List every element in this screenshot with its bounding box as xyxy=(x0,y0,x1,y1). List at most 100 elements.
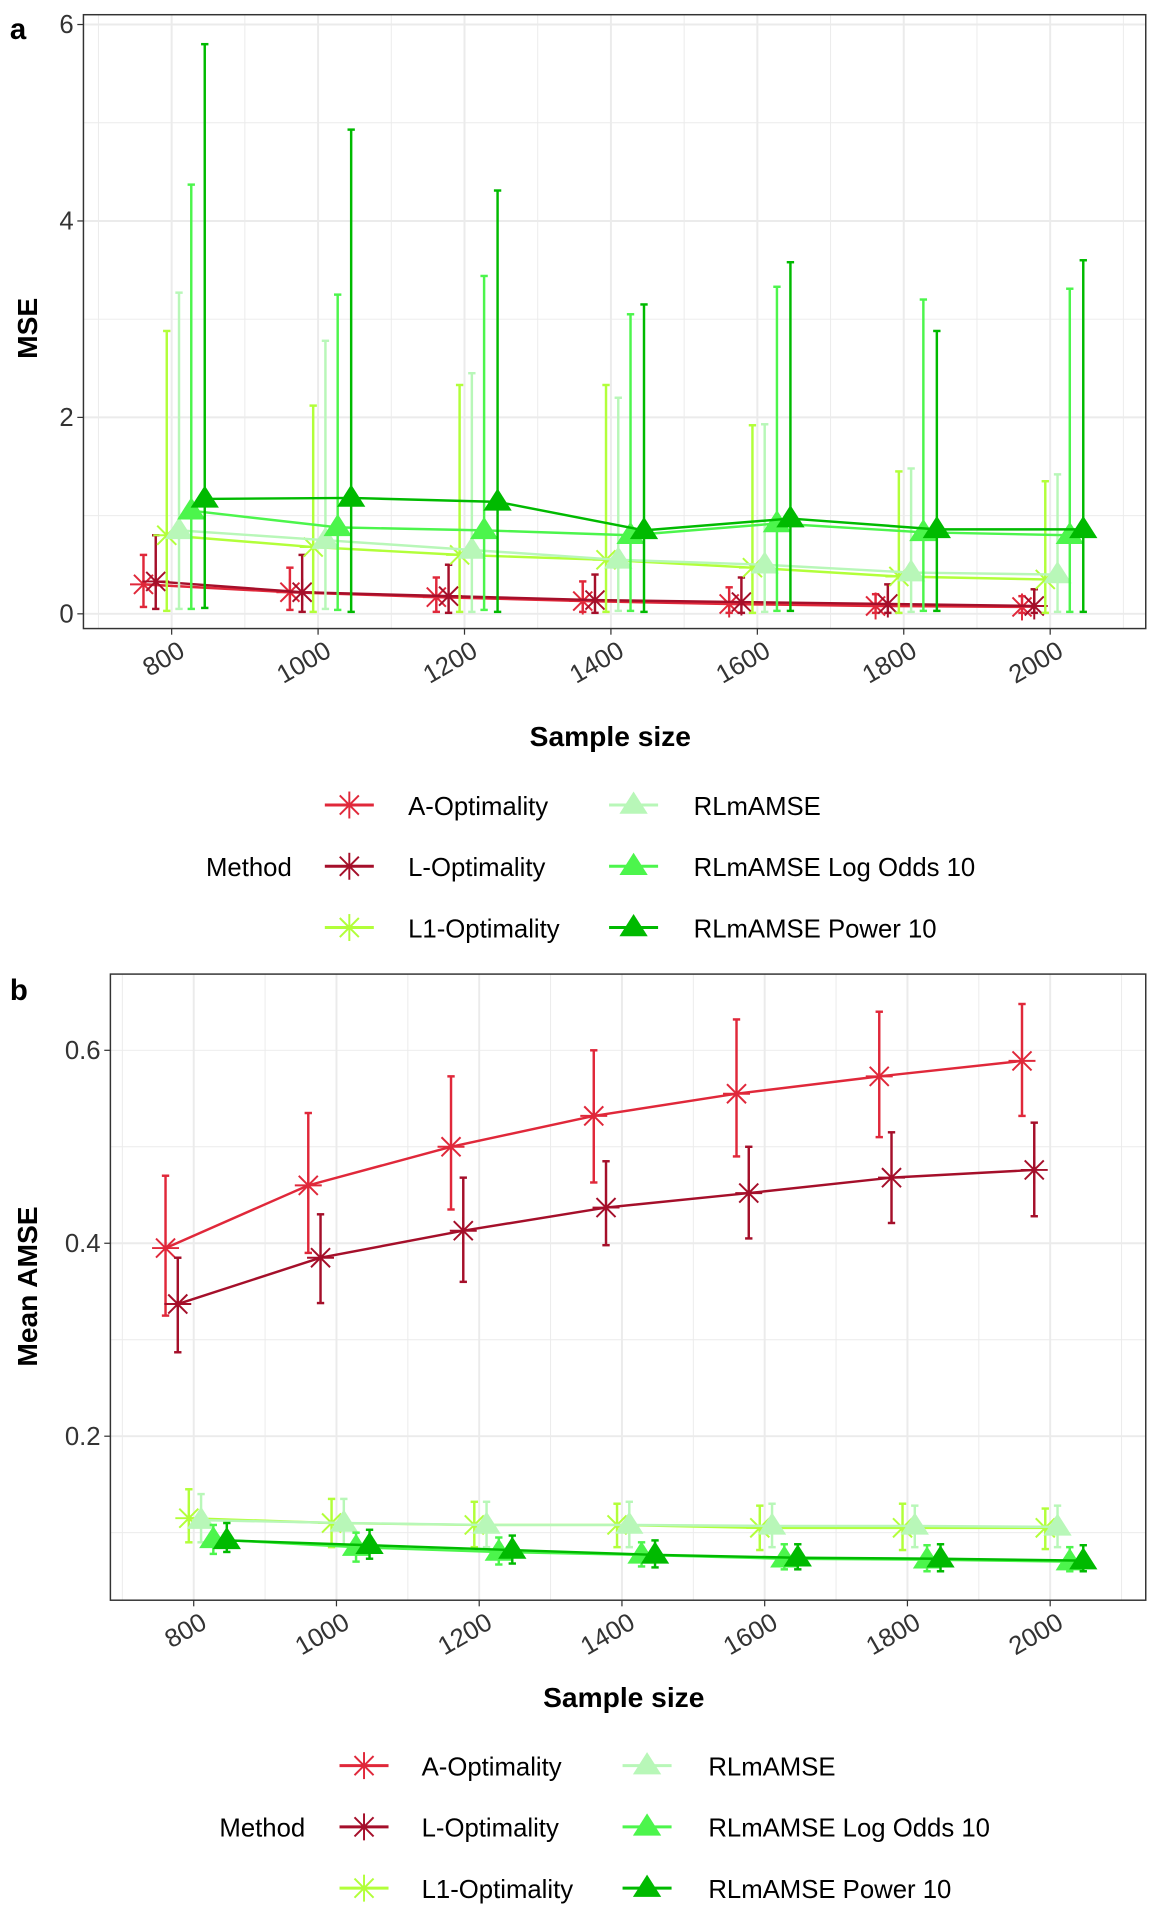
legend-asterisk-icon xyxy=(350,1752,378,1780)
data-point-triangle xyxy=(1055,521,1084,545)
asterisk-ray xyxy=(178,1507,200,1529)
error-bar xyxy=(334,293,342,612)
data-point-asterisk xyxy=(307,1244,335,1272)
data-point-triangle xyxy=(750,551,779,574)
series-rlmamse xyxy=(164,291,1072,614)
legend-item: L-Optimality xyxy=(324,852,545,882)
asterisk-ray xyxy=(291,582,313,603)
panel-label-a: a xyxy=(10,13,27,46)
y-tick-label: 2 xyxy=(59,404,73,432)
x-tick-label: 2000 xyxy=(1004,636,1068,689)
panel-label-b: b xyxy=(10,974,28,1007)
asterisk-ray xyxy=(440,1136,462,1158)
x-tick-label: 800 xyxy=(138,636,189,682)
error-bar xyxy=(455,383,464,614)
error-bar xyxy=(1041,480,1049,615)
data-point-asterisk xyxy=(294,1171,322,1199)
data-point-asterisk xyxy=(1020,1156,1048,1184)
panel-a-chart: 0 2 4 6 800 1000 1200 1400 1600 1800 2000 xyxy=(59,11,1147,689)
asterisk-ray xyxy=(353,1755,375,1776)
data-point-triangle xyxy=(900,1512,929,1535)
asterisk-ray xyxy=(869,1066,890,1087)
y-tick-label: 0.6 xyxy=(65,1037,101,1065)
data-point-asterisk xyxy=(715,590,743,618)
data-point-asterisk xyxy=(1008,1047,1036,1075)
x-axis-title-b: Sample size xyxy=(543,1681,704,1713)
data-point-asterisk xyxy=(874,590,902,618)
error-bar xyxy=(748,424,757,615)
error-bar xyxy=(761,423,769,614)
data-point-triangle xyxy=(212,1526,241,1550)
asterisk-ray xyxy=(738,1182,759,1204)
legend-triangle-icon xyxy=(632,1752,662,1775)
legend-asterisk-icon xyxy=(350,1874,378,1902)
x-axis-title-a: Sample size xyxy=(530,720,691,752)
legend-triangle-icon xyxy=(619,852,648,876)
legend-asterisk-icon xyxy=(335,791,363,819)
data-point-asterisk xyxy=(152,1234,180,1262)
legend-label: RLmAMSE Log Odds 10 xyxy=(694,854,976,882)
data-point-triangle xyxy=(604,546,633,569)
legend-asterisk-icon xyxy=(335,852,363,880)
series-l1-optimality xyxy=(175,1488,1059,1552)
asterisk-ray xyxy=(145,571,166,592)
series-rlmamse-log-odds-10 xyxy=(177,183,1084,614)
legend-item: RLmAMSE Log Odds 10 xyxy=(622,1813,990,1843)
data-point-triangle xyxy=(757,1512,787,1535)
data-point-asterisk xyxy=(735,1179,763,1207)
legend-triangle-icon xyxy=(619,791,648,814)
data-point-asterisk xyxy=(580,1102,608,1130)
series-rlmamse-power-10 xyxy=(190,42,1098,614)
legend-triangle-icon xyxy=(632,1874,662,1897)
asterisk-ray xyxy=(1011,1050,1033,1072)
series-a-optimality xyxy=(152,1002,1036,1317)
error-bar xyxy=(895,470,903,615)
data-point-triangle xyxy=(615,1511,644,1534)
error-bar xyxy=(201,42,209,610)
data-point-triangle xyxy=(922,515,951,539)
asterisk-ray xyxy=(133,574,154,595)
legend-b: Method A-Optimality L-Optimality L1-Optimal… xyxy=(219,1752,990,1904)
legend-label: RLmAMSE Log Odds 10 xyxy=(708,1815,990,1843)
data-point-triangle xyxy=(337,484,366,507)
data-point-triangle xyxy=(498,1536,527,1559)
x-tick-label: 2000 xyxy=(1004,1608,1068,1661)
asterisk-ray xyxy=(155,1237,176,1259)
error-bar xyxy=(933,329,941,613)
legend-item: A-Optimality xyxy=(339,1752,562,1781)
legend-item: L-Optimality xyxy=(339,1813,559,1843)
error-bar xyxy=(919,298,928,613)
asterisk-ray xyxy=(726,1083,747,1104)
error-bar xyxy=(1066,287,1074,614)
data-point-asterisk xyxy=(449,1217,477,1245)
legend-item: L1-Optimality xyxy=(339,1874,573,1904)
error-bar xyxy=(602,383,610,614)
asterisk-ray xyxy=(1024,595,1045,617)
x-tick-label: 1000 xyxy=(291,1608,355,1661)
asterisk-ray xyxy=(353,1877,375,1899)
x-tick-label: 800 xyxy=(160,1608,211,1654)
legend-label: RLmAMSE Power 10 xyxy=(708,1876,951,1904)
legend-title: Method xyxy=(219,1815,305,1843)
data-point-triangle xyxy=(1043,561,1072,584)
asterisk-ray xyxy=(892,1517,913,1539)
asterisk-ray xyxy=(1024,1159,1045,1181)
error-bar xyxy=(347,128,355,614)
legend-item: RLmAMSE Power 10 xyxy=(622,1874,951,1904)
data-point-triangle xyxy=(164,516,194,540)
y-tick-label: 4 xyxy=(59,208,73,236)
legend-item: RLmAMSE xyxy=(622,1752,836,1781)
x-tick-label: 1400 xyxy=(576,1608,640,1661)
data-point-asterisk xyxy=(288,578,316,606)
error-bar xyxy=(187,183,195,611)
data-point-triangle xyxy=(186,1506,216,1529)
data-point-triangle xyxy=(776,505,805,528)
legend-label: RLmAMSE xyxy=(694,793,821,821)
error-bar xyxy=(163,329,171,613)
asterisk-ray xyxy=(881,1167,902,1188)
series-l-optimality xyxy=(142,534,1048,620)
data-point-triangle xyxy=(472,1511,501,1534)
legend-item: L1-Optimality xyxy=(324,914,560,943)
data-point-triangle xyxy=(469,516,499,540)
